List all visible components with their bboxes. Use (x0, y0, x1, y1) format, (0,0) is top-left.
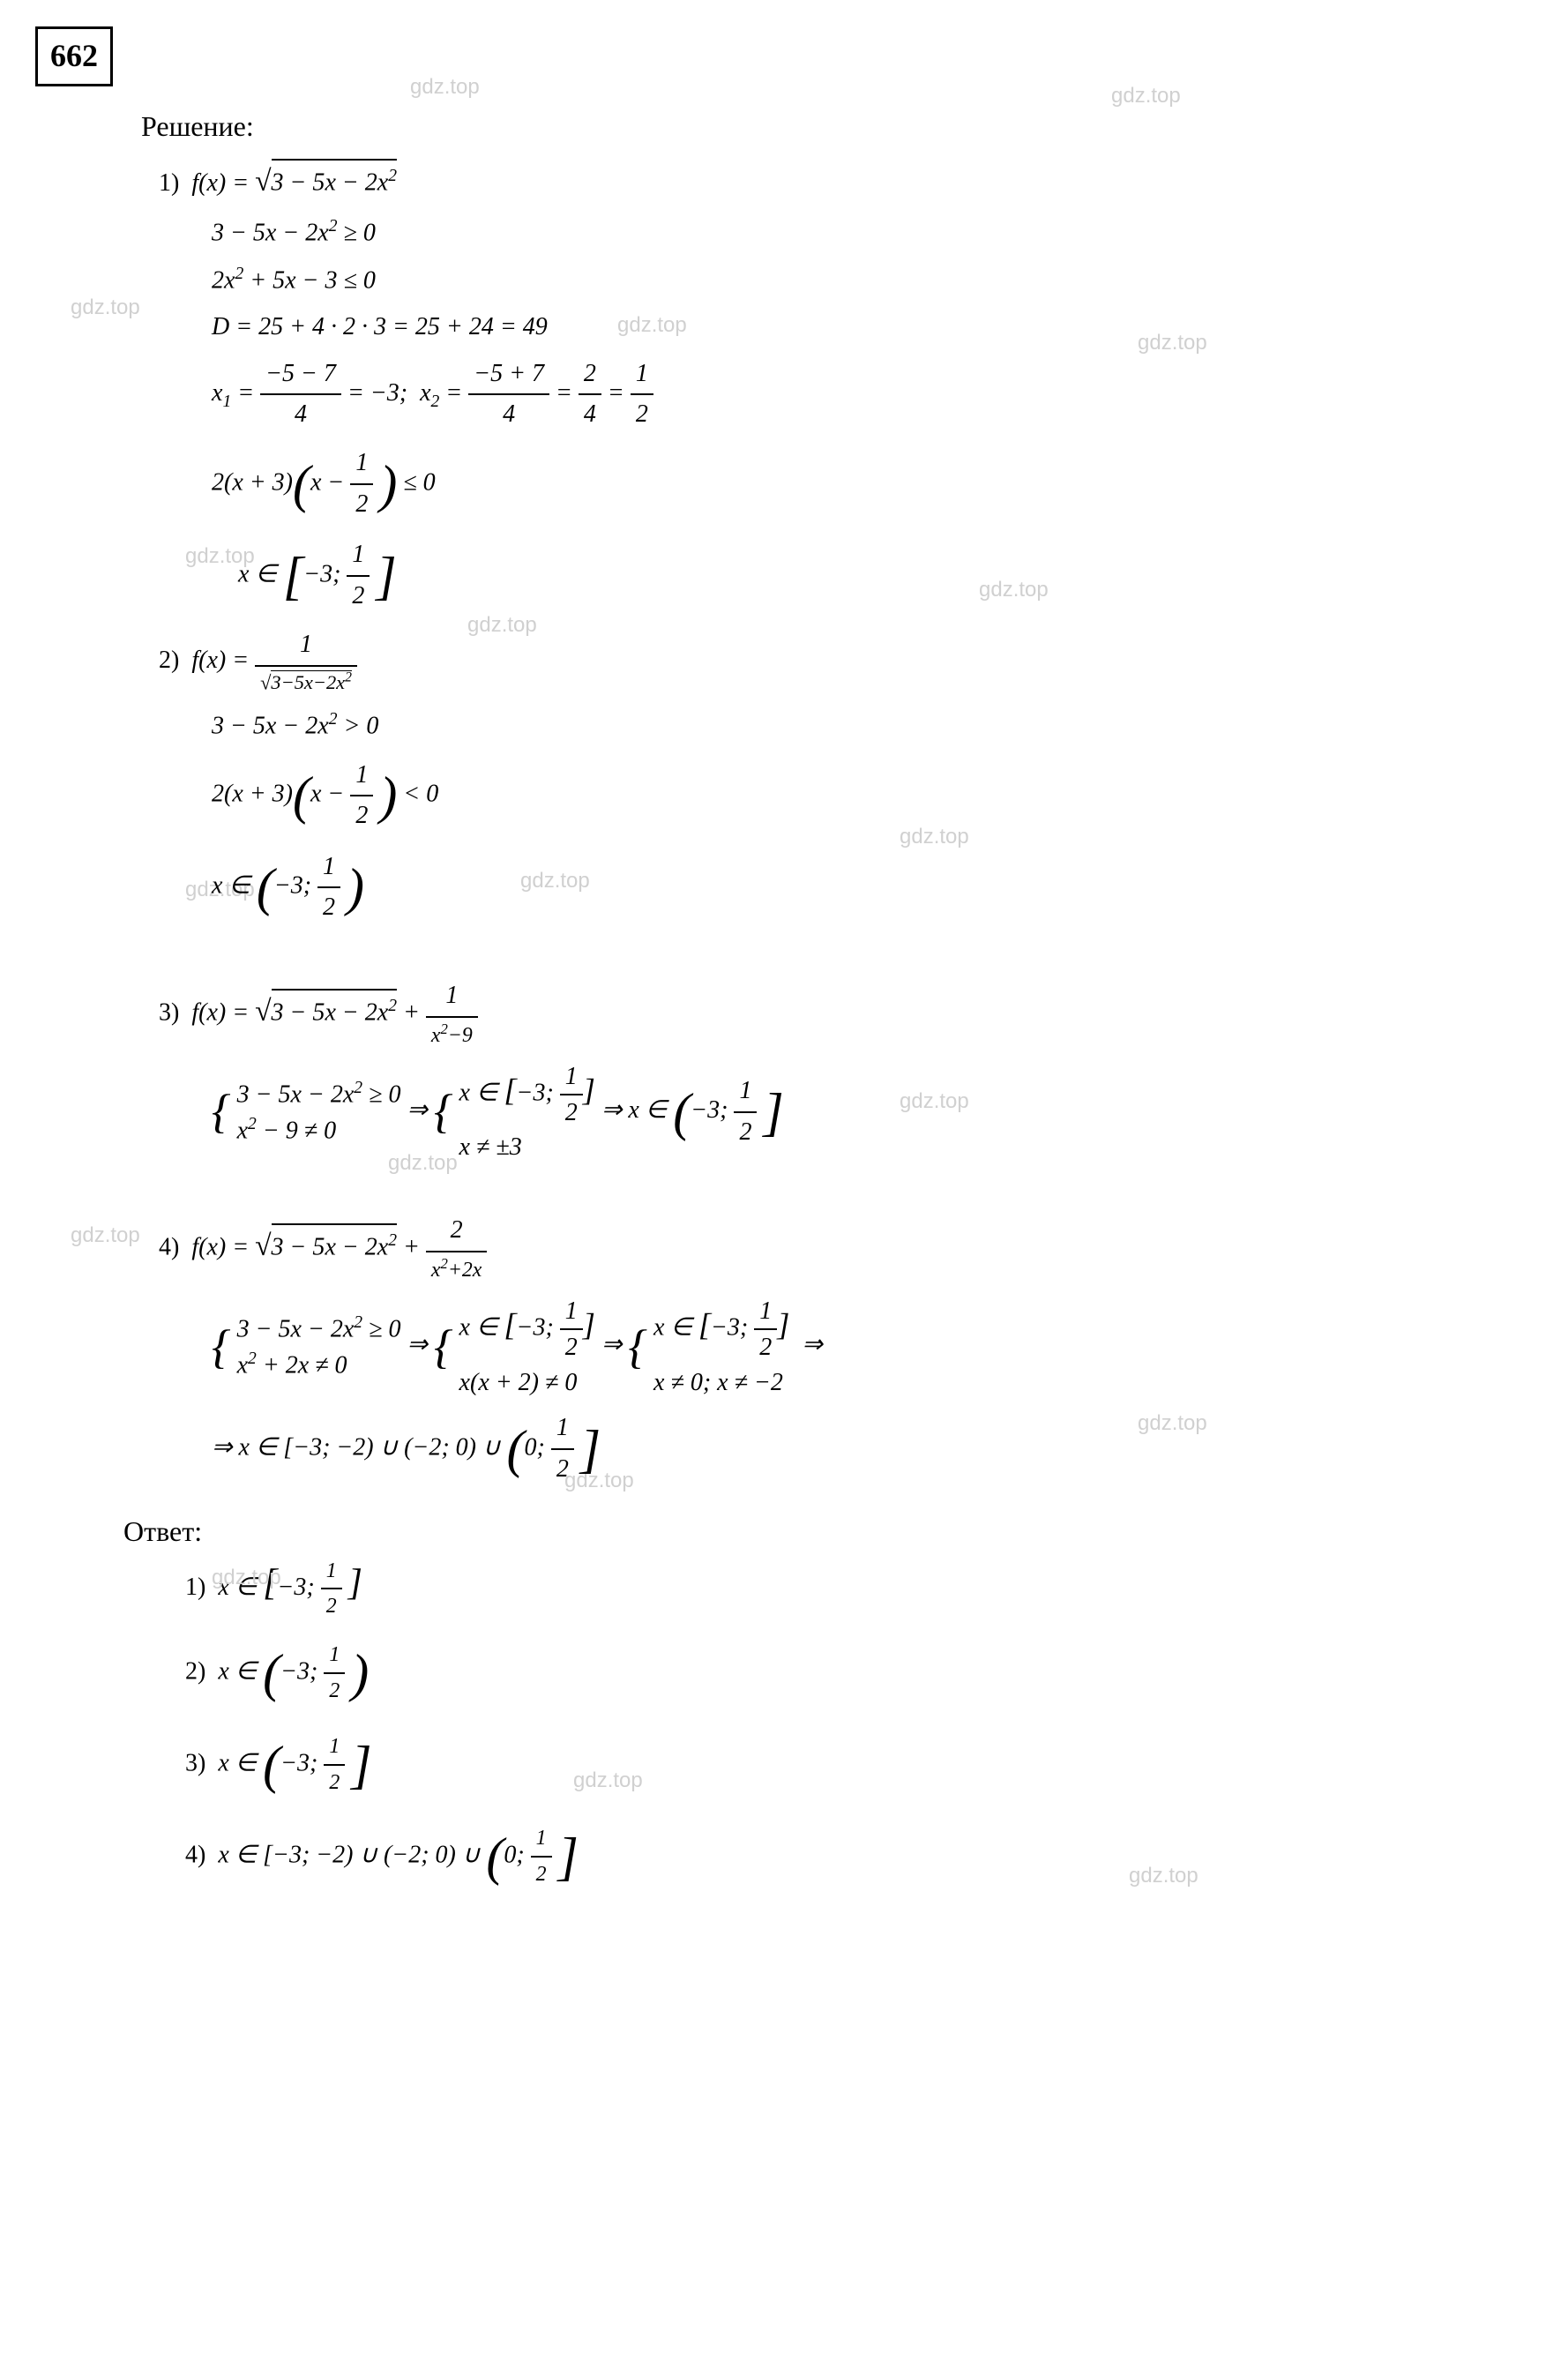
p3-den: x2−9 (426, 1018, 478, 1052)
solution-content: 1) f(x) = 3 − 5x − 2x2 3 − 5x − 2x2 ≥ 0 … (159, 158, 1533, 1492)
answer-2: 2) x ∈ (−3; 12 ) (185, 1631, 1533, 1716)
p4-fn: 1 (551, 1409, 574, 1450)
watermark-text: gdz.top (410, 71, 480, 104)
part1-result: x ∈ [−3; 12 ] (238, 534, 1533, 618)
answer-1: 1) x ∈ [−3; 12 ] (185, 1554, 1533, 1624)
p4-s2n: 1 (560, 1294, 583, 1330)
p2-fn: 1 (350, 756, 373, 797)
part2-label: 2) (159, 647, 179, 674)
part4-label: 4) (159, 1234, 179, 1261)
p4-den: x2+2x (426, 1252, 487, 1287)
a4-d: 2 (531, 1858, 552, 1891)
a2-d: 2 (324, 1674, 345, 1708)
x2-den: 4 (468, 395, 549, 435)
part3-label: 3) (159, 999, 179, 1027)
part4-line1: 4) f(x) = 3 − 5x − 2x2 + 2x2+2x (159, 1211, 1533, 1287)
a3-n: 1 (324, 1730, 345, 1765)
part1-line3: 2x2 + 5x − 3 ≤ 0 (212, 260, 1533, 301)
answer-label: Ответ: (123, 1509, 1533, 1554)
part1-line1: 1) f(x) = 3 − 5x − 2x2 (159, 158, 1533, 206)
part3-system: { 3 − 5x − 2x2 ≥ 0 x2 − 9 ≠ 0 ⇒ { x ∈ [−… (212, 1059, 1533, 1165)
answer-4: 4) x ∈ [−3; −2) ∪ (−2; 0) ∪ (0; 12 ] (185, 1814, 1533, 1899)
a1-label: 1) (185, 1574, 205, 1601)
solution-label: Решение: (141, 104, 1533, 149)
a2-label: 2) (185, 1657, 205, 1685)
p1-rn: 1 (347, 535, 370, 577)
answer-content: 1) x ∈ [−3; 12 ] 2) x ∈ (−3; 12 ) 3) x ∈… (185, 1554, 1533, 1899)
p4-s3n: 1 (754, 1294, 777, 1330)
p1-fd: 2 (350, 485, 373, 525)
x1-den: 4 (260, 395, 341, 435)
p1-fn: 1 (350, 444, 373, 485)
x2-num: −5 + 7 (468, 355, 549, 396)
watermark-text: gdz.top (71, 291, 140, 325)
x2-f-den: 2 (631, 395, 653, 435)
part1-factored: 2(x + 3)(x − 12 ) ≤ 0 (212, 442, 1533, 527)
p2-fd: 2 (350, 796, 373, 836)
p3-sd: 2 (560, 1095, 583, 1130)
x2-f-num: 1 (631, 355, 653, 396)
part2-result: x ∈ (−3; 12 ) (212, 845, 1533, 930)
a3-label: 3) (185, 1749, 205, 1776)
a1-d: 2 (321, 1589, 342, 1623)
part1-roots: x1 = −5 − 74 = −3; x2 = −5 + 74 = 24 = 1… (212, 355, 1533, 436)
part3-line1: 3) f(x) = 3 − 5x − 2x2 + 1x2−9 (159, 976, 1533, 1052)
a4-n: 1 (531, 1821, 552, 1857)
part4-final: ⇒ x ∈ [−3; −2) ∪ (−2; 0) ∪ (0; 12 ] (212, 1407, 1533, 1492)
part2-factored: 2(x + 3)(x − 12 ) < 0 (212, 753, 1533, 838)
p4-num: 2 (426, 1211, 487, 1252)
watermark-text: gdz.top (71, 1219, 140, 1252)
a3-d: 2 (324, 1766, 345, 1799)
part1-line2: 3 − 5x − 2x2 ≥ 0 (212, 213, 1533, 253)
a1-n: 1 (321, 1554, 342, 1589)
x2-mid-num: 2 (579, 355, 601, 396)
a2-n: 1 (324, 1638, 345, 1673)
p3-rn: 1 (734, 1072, 757, 1113)
answer-3: 3) x ∈ (−3; 12 ] (185, 1723, 1533, 1807)
part2-line2: 3 − 5x − 2x2 > 0 (212, 706, 1533, 746)
problem-number: 662 (35, 26, 113, 86)
a4-label: 4) (185, 1841, 205, 1868)
p3-num: 1 (426, 976, 478, 1018)
x2-mid-den: 4 (579, 395, 601, 435)
p3-sn: 1 (560, 1059, 583, 1095)
p2-den: √3−5x−2x2 (255, 667, 357, 699)
p2-num: 1 (255, 625, 357, 667)
p4-s2d: 2 (560, 1330, 583, 1364)
part1-label: 1) (159, 169, 179, 197)
p2-rn: 1 (317, 848, 340, 889)
part2-line1: 2) f(x) = 1√3−5x−2x2 (159, 625, 1533, 699)
p4-s3d: 2 (754, 1330, 777, 1364)
x1-num: −5 − 7 (260, 355, 341, 396)
p1-rd: 2 (347, 577, 370, 617)
part4-system: { 3 − 5x − 2x2 ≥ 0 x2 + 2x ≠ 0 ⇒ { x ∈ [… (212, 1294, 1533, 1400)
p3-rd: 2 (734, 1113, 757, 1153)
p4-fd: 2 (551, 1450, 574, 1490)
part1-line4: D = 25 + 4 · 2 · 3 = 25 + 24 = 49 (212, 308, 1533, 348)
p2-rd: 2 (317, 888, 340, 928)
